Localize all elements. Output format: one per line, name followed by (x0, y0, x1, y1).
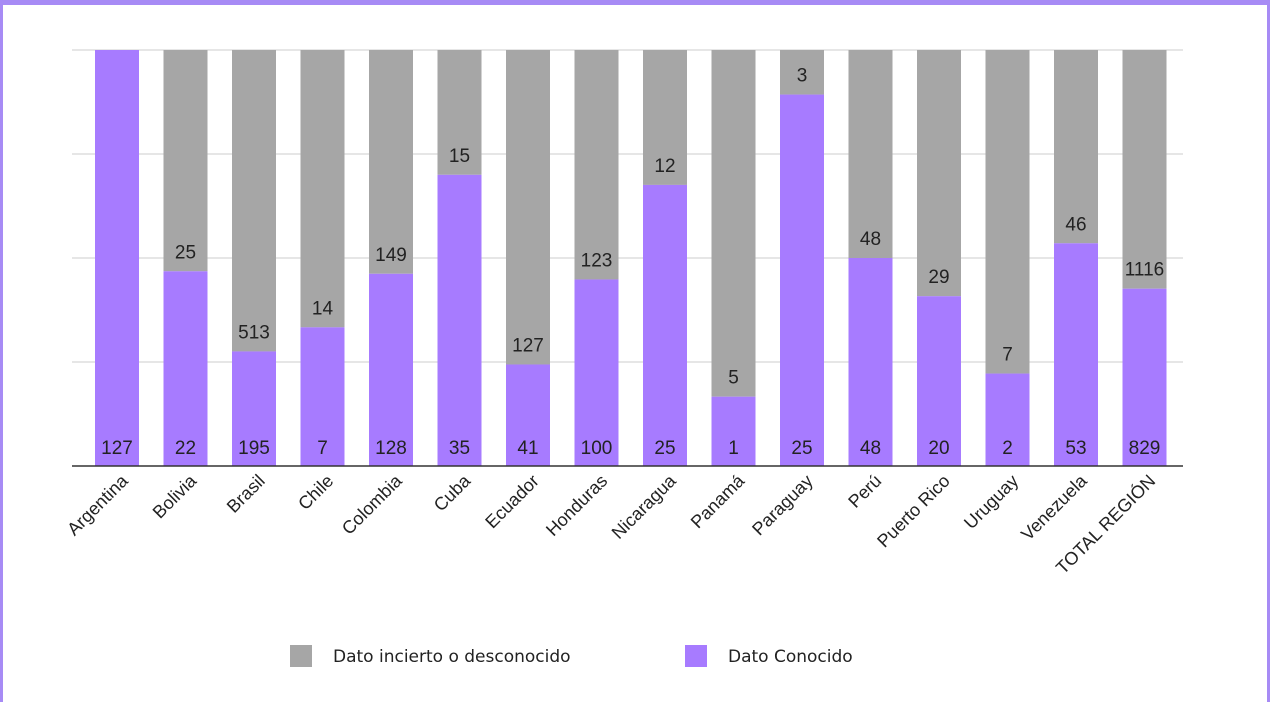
data-label-unknown: 15 (449, 146, 470, 167)
bar-unknown (574, 50, 619, 280)
bar-known (985, 373, 1030, 466)
data-label-unknown: 7 (1002, 345, 1013, 366)
data-label-unknown: 127 (512, 335, 544, 356)
bar-known (437, 174, 482, 467)
bar-known (1122, 288, 1167, 466)
bar-known (300, 327, 345, 466)
bar-unknown (300, 50, 345, 328)
data-label-unknown: 513 (238, 322, 270, 343)
bar-known (917, 296, 961, 466)
data-label-known: 25 (791, 438, 812, 459)
data-label-unknown: 3 (797, 66, 808, 87)
data-label-unknown: 14 (312, 298, 334, 319)
data-label-unknown: 48 (860, 229, 881, 250)
bar-known (163, 271, 208, 466)
bar-known (232, 351, 276, 466)
category-label: Bolivia (149, 470, 201, 522)
data-label-known: 25 (654, 438, 675, 459)
data-label-known: 41 (517, 438, 538, 459)
bar-unknown (506, 50, 550, 365)
category-label: Colombia (338, 470, 407, 539)
data-label-unknown: 46 (1065, 214, 1086, 235)
category-label: Brasil (223, 471, 269, 517)
category-label: Venezuela (1017, 470, 1091, 544)
bar-unknown (780, 50, 824, 95)
bar-known (1054, 243, 1098, 466)
legend-swatch (290, 645, 312, 667)
category-label: Uruguay (960, 471, 1022, 533)
data-label-known: 195 (238, 438, 270, 459)
data-label-known: 2 (1002, 438, 1013, 459)
data-label-unknown: 123 (581, 250, 613, 271)
bar-known (369, 273, 413, 466)
bar-known (643, 184, 687, 466)
bar-unknown (437, 50, 482, 175)
stacked-bar-chart: 127 2225195513714128149351541127100123251… (63, 49, 1183, 667)
category-label: Honduras (542, 471, 611, 540)
bars (95, 50, 1167, 467)
data-label-unknown: 5 (728, 368, 739, 389)
data-label-known: 1 (728, 438, 739, 459)
data-label-unknown: 1116 (1125, 260, 1164, 281)
data-label-unknown: 29 (928, 267, 949, 288)
data-labels: 127 2225195513714128149351541127100123251… (101, 66, 1164, 459)
bar-unknown (232, 50, 276, 352)
bar-unknown (1122, 50, 1167, 289)
legend-swatch (685, 645, 707, 667)
legend-label: Dato Conocido (728, 647, 853, 667)
bar-unknown (917, 50, 961, 297)
data-label-known: 7 (317, 438, 328, 459)
category-label: Cuba (430, 470, 475, 515)
data-label-unknown: 25 (175, 242, 196, 263)
legend-label: Dato incierto o desconocido (333, 647, 571, 667)
category-label: Argentina (63, 470, 132, 539)
category-label: Chile (294, 471, 337, 514)
legend: Dato incierto o desconocido Dato Conocido (290, 645, 853, 667)
data-label-known: 127 (101, 438, 133, 459)
category-label: Nicaragua (608, 470, 681, 543)
data-label-known: 35 (449, 438, 470, 459)
bar-unknown (163, 50, 208, 272)
bar-unknown (369, 50, 413, 274)
category-label: Panamá (687, 470, 749, 532)
category-label: Paraguay (748, 471, 817, 540)
data-label-unknown: 12 (654, 156, 675, 177)
bar-unknown (985, 50, 1030, 374)
bar-known (711, 396, 756, 466)
bar-known (506, 364, 550, 466)
bar-known (848, 258, 893, 466)
bar-unknown (1054, 50, 1098, 244)
data-label-known: 100 (581, 438, 613, 459)
category-label: Perú (844, 471, 885, 512)
category-label: Ecuador (481, 471, 543, 533)
category-labels: Argentina Bolivia Brasil Chile Colombia Cuba E… (63, 470, 1159, 578)
bar-unknown (848, 50, 893, 258)
bar-known (95, 50, 139, 466)
data-label-known: 22 (175, 438, 196, 459)
category-label: Puerto Rico (873, 471, 954, 552)
data-label-unknown: 149 (375, 245, 407, 266)
bar-unknown (711, 50, 756, 397)
data-label-known: 829 (1129, 438, 1161, 459)
bar-known (574, 279, 619, 466)
bar-known (780, 94, 824, 467)
data-label-known: 48 (860, 438, 881, 459)
data-label-known: 20 (928, 438, 949, 459)
data-label-known: 128 (375, 438, 407, 459)
data-label-known: 53 (1065, 438, 1086, 459)
bar-unknown (643, 50, 687, 185)
